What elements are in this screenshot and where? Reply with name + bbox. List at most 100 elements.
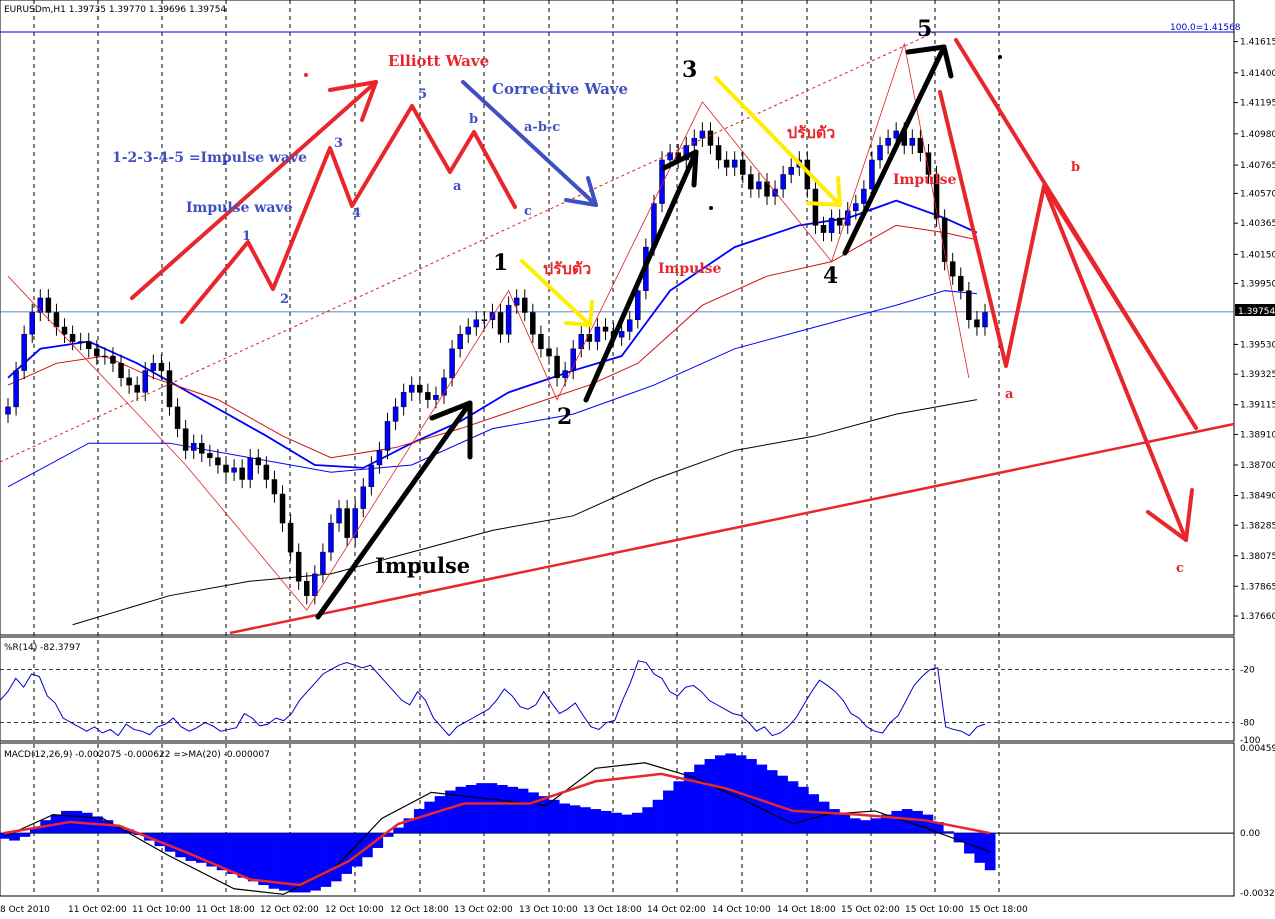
macd-histogram-bar [445,790,456,834]
macd-histogram-bar [517,788,529,834]
candle-body [974,319,980,328]
macd-histogram-bar [808,794,820,834]
time-tick-label: 15 Oct 02:00 [841,905,900,915]
projection-abc-line [938,90,1188,542]
candle-body [360,486,367,509]
impulse-red-2: Impulse [893,172,957,188]
candle-body [190,442,197,451]
wave-label-3: 3 [682,57,697,83]
candle-body [602,326,609,332]
macd-histogram-bar [247,833,259,882]
macd-histogram-bar [310,833,321,891]
candle-body [659,159,665,204]
time-tick-label: 14 Oct 18:00 [777,905,836,915]
candle-body [239,467,245,480]
candle-body [966,290,972,320]
impulse-arrow-1-head [429,400,473,460]
candle-body [223,464,229,473]
macd-histogram-bar [538,796,550,834]
macd-histogram-bar [102,820,114,834]
macd-histogram-bar [777,775,788,834]
macd-histogram-bar [694,764,705,834]
macd-histogram-bar [403,818,415,834]
candle-body [263,464,270,480]
macd-histogram-bar [455,786,467,834]
macd-histogram-bar [673,781,685,834]
schematic-impulse-line [180,104,517,324]
candle-body [255,457,262,466]
macd-histogram-bar [279,833,290,891]
candle-body [425,392,431,400]
dot-marker [304,73,308,77]
candle-body [13,370,19,408]
macd-histogram-bar [9,833,20,841]
candle-body [546,348,552,357]
axes-layer: 1.41615 1.41400 1.41195 1.40980 1.40765 1.405… [0,38,1275,915]
candle-body [853,203,859,212]
candle-body [513,297,520,306]
macd-histogram-bar [258,833,269,886]
candle-body [85,341,92,350]
impulse-arrow-1 [315,400,473,620]
wpr-line [0,660,986,737]
projection-b-line [1042,184,1198,430]
candle-body [909,137,916,146]
candle-body [538,334,544,350]
macd-histogram-bar [206,833,218,867]
candle-body [788,166,794,175]
macd-histogram-bar [237,833,249,878]
macd-histogram-bar [164,833,176,852]
impulse-arrow-3 [583,149,699,403]
time-tick-label: 11 Oct 18:00 [196,905,255,915]
time-tick-label: 15 Oct 10:00 [905,905,964,915]
candle-body [295,551,302,582]
macd-tick-label: -0.00323 [1240,889,1275,899]
macd-histogram-bar [486,783,498,834]
candle-body [562,370,568,379]
macd-histogram-bar [704,759,716,834]
schematic-label-1: 1 [242,229,251,244]
macd-histogram-bar [860,820,871,834]
price-tick-label: 1.38700 [1240,461,1275,471]
candle-body [473,319,480,328]
macd-histogram-bar [932,822,944,834]
macd-histogram-bar [393,827,404,834]
macd-histogram-bar [642,807,653,834]
wpr-tick-label: -20 [1240,666,1255,676]
candle-body [885,137,891,146]
time-tick-label: 11 Oct 10:00 [132,905,191,915]
ma-line [72,399,978,626]
price-tag [1235,304,1275,316]
macd-histogram-bar [787,781,799,834]
candle-body [304,580,310,596]
macd-tick-label: 0.004596 [1240,744,1275,754]
macd-histogram-bar [330,833,342,882]
wave-label-2: 2 [557,404,572,430]
candle-body [780,174,786,190]
wpr-layer: -20 -80 -100 [0,660,1261,746]
candle-body [731,159,738,168]
candle-body [748,174,754,190]
correction-arrow-1-head [564,300,594,327]
candle-body [812,188,819,226]
macd-histogram-bar [528,792,539,834]
price-tick-label: 1.37660 [1240,612,1275,622]
candle-body [118,363,124,379]
candle-body [828,217,835,233]
macd-histogram-bar [590,809,602,834]
candle-body [320,551,326,575]
impulse-arrow-3-head [661,149,699,188]
macd-histogram-bar [964,833,975,854]
macd-histogram-bar [548,799,560,834]
zigzag-line [7,42,970,611]
candle-body [207,453,213,458]
candle-body [917,137,924,153]
macd-histogram-bar [569,805,581,834]
candle-body [408,384,415,393]
schematic-label-a: a [453,179,462,194]
impulse-big-label: Impulse [375,553,470,578]
projection-label-b: b [1071,160,1080,175]
candle-body [69,334,76,342]
macd-histogram-bar [497,784,508,834]
annotation-layer [0,31,1235,635]
